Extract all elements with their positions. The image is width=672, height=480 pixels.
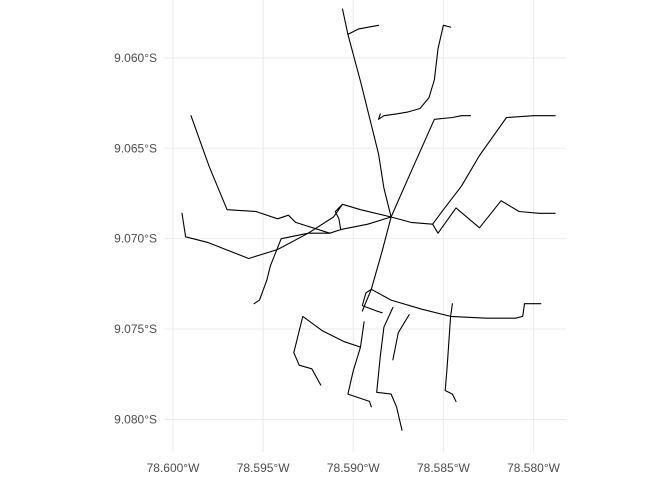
road-segment-18 <box>334 203 344 231</box>
road-segment-13 <box>376 306 403 431</box>
x-tick-label-1: 78.595°W <box>237 461 291 475</box>
road-segment-7 <box>432 200 556 234</box>
x-axis-tick-labels: 78.600°W 78.595°W 78.590°W 78.585°W 78.580°W <box>147 461 561 475</box>
y-tick-label-4: 9.080°S <box>114 412 157 426</box>
road-segment-9 <box>370 288 542 319</box>
x-tick-label-2: 78.590°W <box>327 461 381 475</box>
road-segment-11 <box>450 303 453 317</box>
road-segment-12 <box>444 315 457 402</box>
grid-lines <box>164 0 566 452</box>
road-segment-8 <box>377 24 452 120</box>
road-segment-3 <box>390 115 472 218</box>
y-axis-tick-labels: 9.060°S 9.065°S 9.070°S 9.075°S 9.080°S <box>114 51 157 427</box>
road-segment-6 <box>390 115 556 225</box>
y-tick-label-0: 9.060°S <box>114 51 157 65</box>
road-segment-14 <box>392 314 410 361</box>
road-segment-2 <box>361 216 392 312</box>
road-segment-17 <box>253 232 331 305</box>
road-segment-5 <box>181 203 392 260</box>
x-tick-label-3: 78.585°W <box>417 461 471 475</box>
y-tick-label-1: 9.065°S <box>114 141 157 155</box>
road-network <box>181 8 556 431</box>
x-tick-label-0: 78.600°W <box>147 461 201 475</box>
road-segment-4 <box>190 115 392 234</box>
road-segment-10 <box>361 288 383 314</box>
x-tick-label-4: 78.580°W <box>507 461 561 475</box>
y-tick-label-3: 9.075°S <box>114 322 157 336</box>
road-segment-1 <box>347 24 380 35</box>
road-segment-16 <box>293 315 362 386</box>
road-segment-15 <box>347 321 372 408</box>
y-tick-label-2: 9.070°S <box>114 232 157 246</box>
